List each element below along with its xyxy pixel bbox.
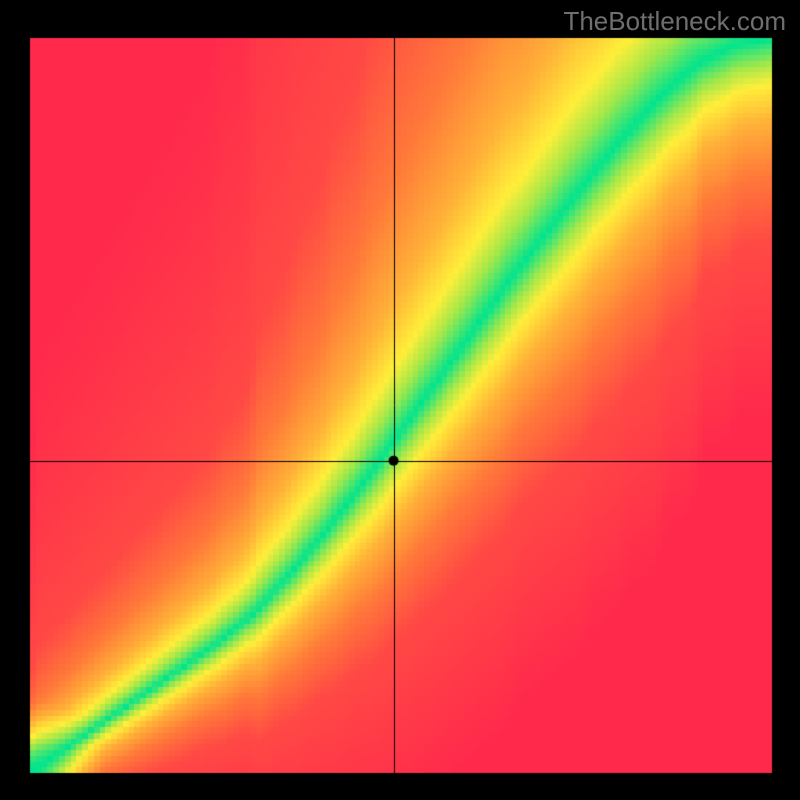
chart-container: TheBottleneck.com [0, 0, 800, 800]
heatmap-canvas [0, 0, 800, 800]
